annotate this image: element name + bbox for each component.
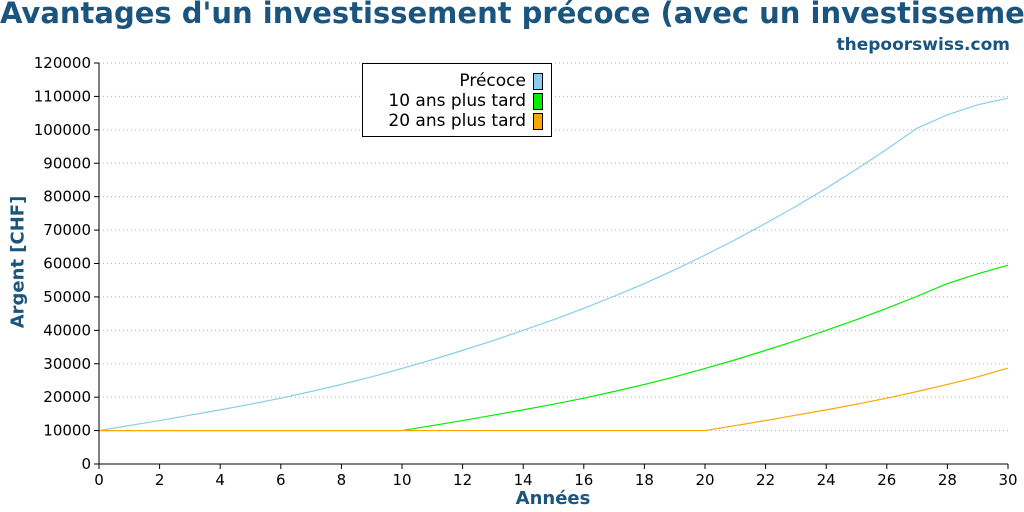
y-tick-label-2: 20000 bbox=[43, 388, 91, 406]
legend-entry-precoce: Précoce bbox=[459, 71, 543, 91]
x-tick-label-4: 8 bbox=[337, 471, 347, 489]
x-tick-label-12: 24 bbox=[817, 471, 836, 489]
x-tick-label-10: 20 bbox=[695, 471, 714, 489]
x-tick-label-13: 26 bbox=[877, 471, 896, 489]
y-tick-label-1: 10000 bbox=[43, 422, 91, 440]
series-line-0 bbox=[98, 97, 1009, 432]
x-tick-label-6: 12 bbox=[453, 471, 472, 489]
x-tick-label-5: 10 bbox=[392, 471, 411, 489]
legend-label-20-ans: 20 ans plus tard bbox=[388, 111, 526, 131]
x-tick-label-7: 14 bbox=[514, 471, 533, 489]
x-tick-label-15: 30 bbox=[998, 471, 1017, 489]
y-tick-label-6: 60000 bbox=[43, 255, 91, 273]
y-tick-label-10: 100000 bbox=[34, 121, 91, 139]
watermark-text: thepoorswiss.com bbox=[836, 35, 1011, 55]
legend-swatch-precoce bbox=[533, 72, 543, 90]
y-tick-label-3: 30000 bbox=[43, 355, 91, 373]
chart-title-text: Avantages d'un investissement précoce (a… bbox=[0, 0, 1024, 30]
legend: Précoce 10 ans plus tard 20 ans plus tar… bbox=[362, 63, 552, 137]
y-tick-label-4: 40000 bbox=[43, 321, 91, 339]
x-tick-label-2: 4 bbox=[215, 471, 225, 489]
y-ticks: 0 10000 20000 30000 40000 50000 60000 70000 8000… bbox=[34, 54, 91, 473]
chart-title: Avantages d'un investissement précoce (a… bbox=[0, 0, 1024, 30]
x-tick-label-8: 16 bbox=[574, 471, 593, 489]
x-tick-label-1: 2 bbox=[155, 471, 165, 489]
series-line-1 bbox=[99, 264, 1009, 432]
y-tick-label-11: 110000 bbox=[34, 87, 91, 105]
y-tick-label-12: 120000 bbox=[34, 54, 91, 72]
legend-entry-20-ans: 20 ans plus tard bbox=[388, 111, 543, 131]
legend-label-precoce: Précoce bbox=[459, 71, 526, 91]
x-tick-label-9: 18 bbox=[635, 471, 654, 489]
y-tick-label-9: 90000 bbox=[43, 154, 91, 172]
legend-swatch-10-ans bbox=[533, 92, 543, 110]
x-tick-label-0: 0 bbox=[94, 471, 104, 489]
x-tick-label-14: 28 bbox=[938, 471, 957, 489]
series-line-2 bbox=[99, 367, 1009, 432]
series-lines bbox=[98, 97, 1009, 432]
legend-label-10-ans: 10 ans plus tard bbox=[388, 91, 526, 111]
y-tick-label-0: 0 bbox=[81, 455, 91, 473]
axes bbox=[94, 62, 1009, 469]
x-tick-label-11: 22 bbox=[756, 471, 775, 489]
legend-entry-10-ans: 10 ans plus tard bbox=[388, 91, 543, 111]
y-tick-label-5: 50000 bbox=[43, 288, 91, 306]
x-ticks: 0 2 4 6 8 10 12 14 16 18 20 22 24 26 28 30 bbox=[94, 471, 1017, 489]
x-axis-label: Années bbox=[515, 488, 591, 509]
grid-lines bbox=[99, 62, 1008, 432]
y-tick-label-7: 70000 bbox=[43, 221, 91, 239]
legend-swatch-20-ans bbox=[533, 112, 543, 130]
x-tick-label-3: 6 bbox=[276, 471, 286, 489]
y-tick-label-8: 80000 bbox=[43, 188, 91, 206]
